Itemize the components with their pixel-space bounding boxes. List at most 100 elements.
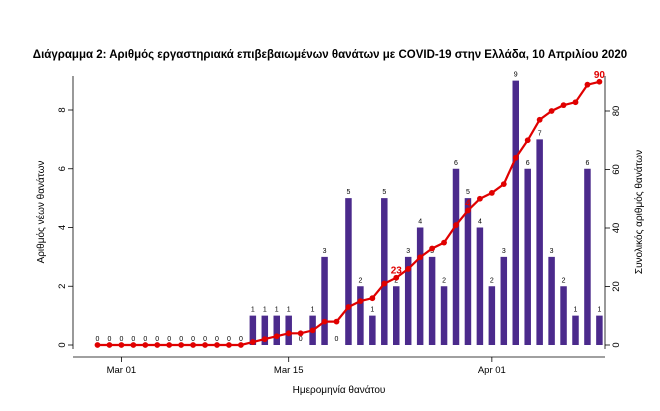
cumulative-point [512, 154, 519, 161]
bar-value-label: 1 [251, 307, 255, 314]
chart-title: Διάγραμμα 2: Αριθμός εργαστηριακά επιβεβ… [33, 49, 627, 61]
bar-value-label: 0 [119, 336, 123, 343]
cumulative-point [465, 207, 471, 214]
x-tick-label: Mar 01 [107, 365, 137, 376]
bar [261, 315, 269, 345]
cumulative-point [500, 181, 507, 188]
bar-value-label: 3 [323, 248, 327, 255]
bar [404, 256, 412, 345]
cumulative-point [166, 342, 173, 348]
cumulative-series [94, 78, 603, 348]
left-tick-label: 0 [57, 342, 68, 347]
cumulative-point [118, 342, 125, 348]
cumulative-point [190, 342, 197, 348]
bar-value-label: 1 [263, 307, 267, 314]
bar-value-label: 1 [275, 307, 279, 314]
cumulative-point [273, 333, 280, 340]
cumulative-point [202, 342, 208, 348]
bar [584, 168, 591, 345]
cumulative-point [321, 318, 328, 325]
cumulative-point [345, 304, 352, 310]
cumulative-point [106, 342, 113, 348]
cumulative-point [441, 239, 447, 246]
cumulative-point [536, 116, 543, 123]
right-tick-label: 40 [611, 223, 622, 234]
bar-value-label: 1 [574, 307, 578, 314]
cumulative-point [309, 327, 316, 334]
bar [345, 198, 352, 345]
bar [548, 256, 555, 345]
cumulative-point [226, 342, 232, 348]
cumulative-point [333, 318, 340, 325]
bar-value-label: 0 [155, 336, 159, 343]
y-axis-label: Αριθμός νέων θανάτων [35, 161, 47, 264]
bar-value-label: 0 [335, 336, 339, 343]
cumulative-point [429, 245, 435, 252]
x-tick-label: Mar 15 [274, 365, 304, 376]
bar-value-label: 2 [442, 277, 446, 284]
bar-value-labels: 0000000000000111101305215234326542396732… [96, 72, 602, 343]
y2-axis-label: Συνολικός αριθμός θανάτων [633, 150, 645, 274]
bar [512, 80, 519, 345]
bar-value-label: 3 [406, 248, 410, 255]
bar-value-label: 5 [382, 189, 386, 196]
bar [488, 286, 496, 345]
bar-value-label: 0 [96, 336, 100, 343]
bar [572, 315, 579, 345]
bar-value-label: 0 [167, 336, 171, 343]
bar [440, 286, 448, 345]
bar-value-label: 3 [430, 248, 434, 255]
bar-value-label: 9 [514, 72, 518, 79]
axes [72, 76, 606, 358]
cumulative-highlight-label: 23 [391, 266, 403, 277]
bar [536, 139, 543, 345]
x-tick-label: Apr 01 [478, 365, 506, 376]
bar-value-label: 7 [538, 130, 542, 137]
left-tick-label: 8 [57, 107, 68, 112]
bar-value-label: 2 [394, 277, 398, 284]
cumulative-point [178, 342, 185, 348]
x-axis-label: Ημερομηνία θανάτου [293, 384, 386, 396]
cumulative-point [297, 330, 304, 337]
cumulative-point [453, 222, 459, 228]
cumulative-point [596, 78, 603, 85]
cumulative-point [285, 330, 292, 337]
bar-value-label: 0 [143, 336, 147, 343]
bar-value-label: 3 [502, 248, 506, 255]
bar-value-label: 1 [311, 307, 315, 314]
bar-value-label: 0 [179, 336, 183, 343]
bar [560, 286, 567, 345]
bar-value-label: 2 [358, 277, 362, 284]
bar [500, 256, 508, 345]
bar-value-label: 2 [562, 277, 566, 284]
bar [273, 315, 280, 345]
bar-value-label: 0 [191, 336, 195, 343]
bar-value-label: 0 [239, 336, 243, 343]
cumulative-point [560, 102, 567, 109]
bar [369, 315, 376, 345]
right-tick-label: 20 [611, 281, 622, 292]
bar [357, 286, 364, 345]
bar-value-label: 5 [466, 189, 470, 196]
bar-value-label: 2 [490, 277, 494, 284]
bar [285, 315, 292, 345]
cumulative-point [393, 274, 400, 281]
cumulative-point [142, 342, 149, 348]
cumulative-point [130, 342, 137, 348]
cumulative-highlight-label: 90 [594, 70, 606, 81]
cumulative-point [548, 108, 555, 114]
cumulative-point [238, 342, 244, 348]
bar-value-label: 0 [107, 336, 111, 343]
bar [464, 198, 472, 345]
bar [596, 315, 603, 345]
left-axis-ticks: 0 2 4 6 8 [57, 107, 73, 348]
x-axis-ticks: Mar 01 Mar 15 Apr 01 [107, 357, 506, 376]
cumulative-point [381, 280, 388, 287]
bar-value-label: 6 [585, 160, 589, 167]
cumulative-point [261, 336, 268, 343]
bar [524, 168, 531, 345]
bar-value-label: 0 [131, 336, 135, 343]
bar-value-label: 0 [227, 336, 231, 343]
bar-value-label: 6 [454, 160, 458, 167]
